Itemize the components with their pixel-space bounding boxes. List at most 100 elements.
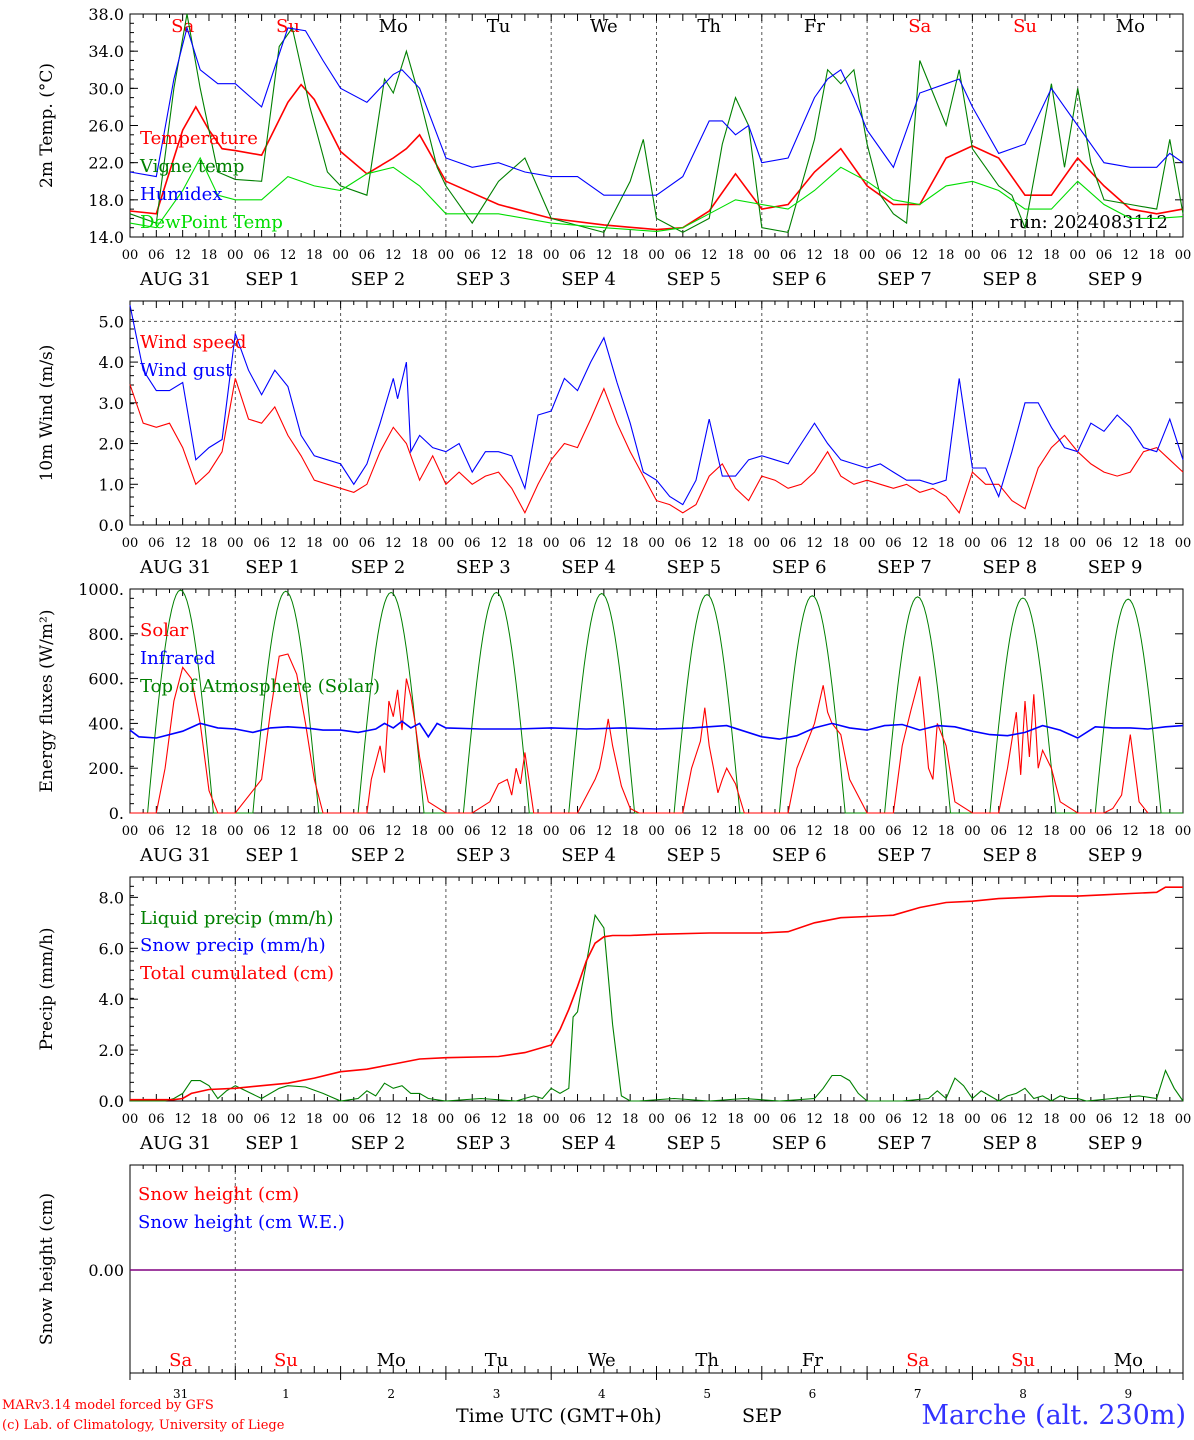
date-label: SEP 2 [351, 845, 406, 866]
y-tick-label: 800. [88, 625, 124, 644]
hour-tick-label: 12 [596, 248, 613, 263]
hour-tick-label: 18 [727, 536, 744, 551]
hour-tick-label: 06 [464, 536, 481, 551]
hour-tick-label: 00 [754, 824, 771, 839]
hour-tick-label: 12 [1122, 1112, 1139, 1127]
hour-tick-label: 00 [227, 1112, 244, 1127]
hour-tick-label: 18 [833, 536, 850, 551]
day-name-label: Su [276, 16, 300, 37]
hour-tick-label: 00 [648, 536, 665, 551]
hour-tick-label: 18 [306, 248, 323, 263]
y-axis-title: 2m Temp. (°C) [37, 63, 57, 188]
date-label: SEP 8 [982, 557, 1037, 578]
hour-tick-label: 18 [201, 1112, 218, 1127]
hour-tick-label: 18 [622, 824, 639, 839]
date-label: SEP 3 [456, 557, 511, 578]
hour-tick-label: 12 [911, 536, 928, 551]
hour-tick-label: 18 [1148, 536, 1165, 551]
hour-tick-label: 00 [543, 1112, 560, 1127]
hour-tick-label: 06 [990, 248, 1007, 263]
hour-tick-label: 00 [227, 248, 244, 263]
hour-tick-label: 06 [148, 536, 165, 551]
hour-tick-label: 12 [806, 1112, 823, 1127]
hour-tick-label: 12 [174, 1112, 191, 1127]
hour-tick-label: 12 [806, 536, 823, 551]
date-label: SEP 9 [1088, 269, 1143, 290]
hour-tick-label: 18 [622, 536, 639, 551]
hour-tick-label: 00 [332, 248, 349, 263]
hour-tick-label: 06 [780, 248, 797, 263]
date-label: SEP 4 [561, 557, 616, 578]
legend-entry: Humidex [140, 184, 222, 205]
hour-tick-label: 00 [1175, 1112, 1192, 1127]
hour-tick-label: 18 [833, 248, 850, 263]
y-tick-label: 2.0 [99, 435, 124, 454]
legend-entry: Snow height (cm W.E.) [138, 1212, 345, 1233]
hour-tick-label: 12 [490, 1112, 507, 1127]
day-name-label: Sa [169, 1350, 192, 1371]
hour-tick-label: 06 [148, 248, 165, 263]
day-number-label: 4 [598, 1387, 606, 1401]
hour-tick-label: 12 [280, 1112, 297, 1127]
date-label: SEP 6 [772, 1133, 827, 1154]
day-name-label: Su [1011, 1350, 1035, 1371]
day-number-label: 7 [914, 1387, 922, 1401]
hour-tick-label: 00 [438, 824, 455, 839]
hour-tick-label: 00 [1175, 248, 1192, 263]
date-label: SEP 6 [772, 557, 827, 578]
hour-tick-label: 00 [1069, 248, 1086, 263]
hour-tick-label: 06 [780, 536, 797, 551]
hour-tick-label: 06 [464, 824, 481, 839]
date-label: SEP 7 [877, 557, 932, 578]
date-label: SEP 1 [245, 1133, 300, 1154]
hour-tick-label: 00 [122, 1112, 139, 1127]
day-name-label: Th [697, 16, 721, 37]
date-label: SEP 8 [982, 845, 1037, 866]
date-label: SEP 7 [877, 1133, 932, 1154]
month-label: SEP [742, 1405, 782, 1427]
day-name-label: Fr [802, 1350, 823, 1371]
day-number-label: 31 [173, 1387, 188, 1401]
y-tick-label: 5.0 [99, 312, 124, 331]
hour-tick-label: 18 [938, 536, 955, 551]
hour-tick-label: 06 [464, 1112, 481, 1127]
y-axis-title: Precip (mm/h) [37, 927, 57, 1050]
hour-tick-label: 00 [964, 824, 981, 839]
y-tick-label: 1000. [78, 580, 124, 599]
hour-tick-label: 06 [1096, 824, 1113, 839]
series-line-humidex [129, 25, 1184, 196]
date-label: SEP 9 [1088, 557, 1143, 578]
date-label: SEP 7 [877, 269, 932, 290]
legend-entry: Top of Atmosphere (Solar) [140, 676, 380, 697]
date-label: SEP 2 [351, 269, 406, 290]
series-line-solar [130, 653, 1149, 814]
hour-tick-label: 18 [411, 536, 428, 551]
hour-tick-label: 06 [885, 248, 902, 263]
hour-tick-label: 06 [253, 1112, 270, 1127]
hour-tick-label: 12 [490, 824, 507, 839]
hour-tick-label: 06 [675, 248, 692, 263]
hour-tick-label: 18 [411, 824, 428, 839]
hour-tick-label: 06 [148, 824, 165, 839]
y-tick-label: 6.0 [99, 939, 124, 958]
y-tick-label: 34.0 [88, 42, 124, 61]
y-tick-label: 3.0 [99, 394, 124, 413]
legend-entry: Temperature [140, 128, 258, 149]
hour-tick-label: 18 [201, 536, 218, 551]
hour-tick-label: 18 [938, 1112, 955, 1127]
hour-tick-label: 18 [411, 248, 428, 263]
hour-tick-label: 18 [833, 1112, 850, 1127]
date-label: SEP 3 [456, 269, 511, 290]
legend-entry: Snow height (cm) [138, 1184, 299, 1205]
series-line-dewpoint-temp [129, 156, 1184, 232]
series-line-wind-speed [129, 378, 1184, 515]
day-number-label: 8 [1019, 1387, 1027, 1401]
hour-tick-label: 00 [1175, 536, 1192, 551]
day-name-label: Mo [377, 1350, 406, 1371]
hour-tick-label: 18 [938, 824, 955, 839]
hour-tick-label: 00 [543, 248, 560, 263]
hour-tick-label: 00 [648, 824, 665, 839]
hour-tick-label: 00 [964, 1112, 981, 1127]
hour-tick-label: 06 [359, 824, 376, 839]
hour-tick-label: 12 [1017, 248, 1034, 263]
